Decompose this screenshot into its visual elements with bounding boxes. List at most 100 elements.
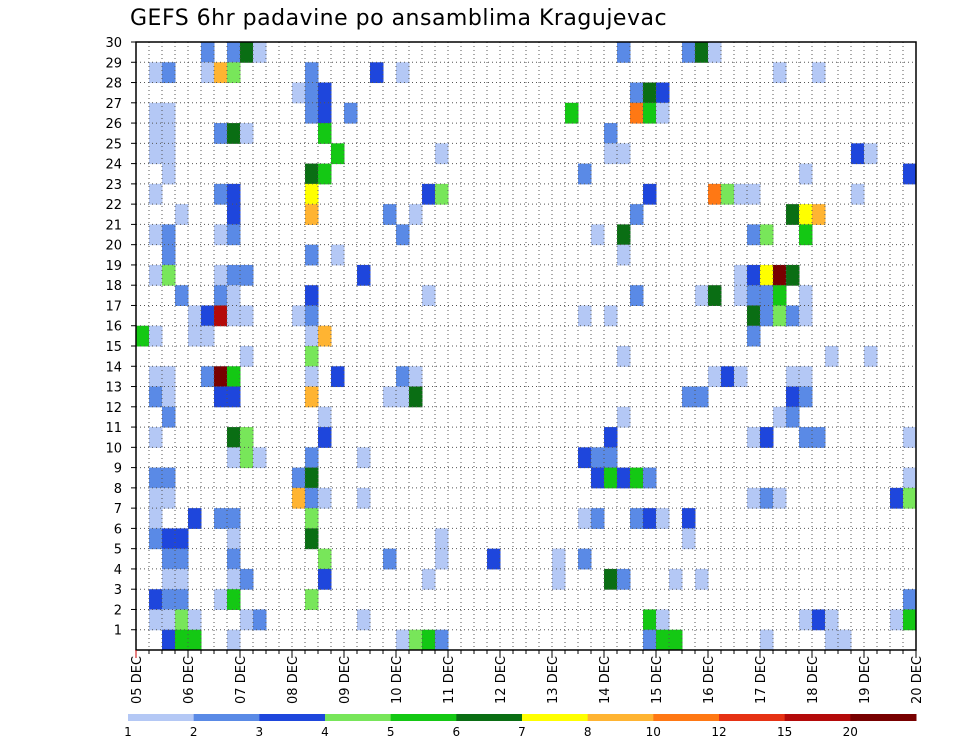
- heatmap-cell: [760, 629, 774, 651]
- colorbar-label: 2: [190, 725, 198, 739]
- heatmap-cell: [227, 123, 241, 144]
- y-tick-label: 27: [105, 97, 122, 112]
- heatmap-cell: [305, 366, 319, 388]
- heatmap-cell: [747, 264, 761, 286]
- heatmap-cell: [227, 305, 241, 327]
- heatmap-cell: [292, 487, 306, 509]
- heatmap-cell: [188, 325, 202, 347]
- x-tick-label: 16 DEC: [702, 656, 717, 704]
- heatmap-cell: [799, 427, 813, 448]
- heatmap-cell: [149, 123, 163, 144]
- heatmap-cell: [760, 264, 774, 286]
- heatmap-cell: [422, 183, 436, 205]
- x-tick-label: 12 DEC: [494, 656, 509, 704]
- heatmap-cell: [682, 528, 696, 550]
- heatmap-cell: [669, 629, 683, 651]
- heatmap-cell: [214, 62, 228, 84]
- heatmap-cell: [773, 487, 787, 509]
- heatmap-cell: [162, 609, 176, 631]
- heatmap-cell: [669, 568, 683, 590]
- heatmap-cell: [175, 528, 189, 550]
- heatmap-cell: [136, 325, 150, 347]
- x-tick-label: 18 DEC: [806, 656, 821, 704]
- heatmap-cell: [903, 467, 917, 489]
- heatmap-cell: [305, 102, 319, 124]
- heatmap-cell: [786, 386, 800, 408]
- heatmap-cell: [643, 629, 657, 651]
- y-tick-label: 3: [114, 583, 122, 598]
- colorbar-label: 4: [321, 725, 329, 739]
- heatmap-cell: [162, 487, 176, 509]
- heatmap-cell: [149, 609, 163, 631]
- heatmap-cell: [162, 386, 176, 408]
- heatmap-cell: [227, 42, 241, 63]
- heatmap-cell: [227, 528, 241, 550]
- heatmap-cell: [240, 447, 254, 469]
- heatmap-cell: [734, 366, 748, 388]
- heatmap-cell: [903, 427, 917, 448]
- heatmap-cell: [240, 42, 254, 63]
- heatmap-cell: [435, 629, 449, 651]
- heatmap-cell: [331, 366, 345, 388]
- y-tick-label: 21: [105, 218, 122, 233]
- heatmap-cell: [604, 427, 618, 448]
- heatmap-cell: [799, 366, 813, 388]
- colorbar-segment: [193, 714, 260, 721]
- y-tick-label: 30: [105, 36, 122, 51]
- x-tick-label: 13 DEC: [546, 656, 561, 704]
- heatmap-cell: [149, 366, 163, 388]
- y-tick-label: 26: [105, 117, 122, 132]
- heatmap-cell: [292, 305, 306, 327]
- y-tick-label: 1: [114, 624, 122, 639]
- heatmap-cell: [760, 285, 774, 306]
- heatmap-cell: [643, 82, 657, 104]
- heatmap-cell: [617, 568, 631, 590]
- colorbar-segment: [850, 714, 917, 721]
- heatmap-cell: [162, 366, 176, 388]
- y-tick-label: 10: [105, 441, 122, 456]
- heatmap-cell: [409, 366, 423, 388]
- colorbar-segment: [259, 714, 326, 721]
- x-tick-label: 15 DEC: [650, 656, 665, 704]
- heatmap-cell: [656, 629, 670, 651]
- heatmap-cell: [864, 143, 878, 165]
- heatmap-cell: [175, 285, 189, 306]
- heatmap-cell: [604, 143, 618, 165]
- heatmap-cell: [812, 62, 826, 84]
- heatmap-cell: [682, 508, 696, 529]
- heatmap-cell: [227, 629, 241, 651]
- heatmap-cell: [149, 264, 163, 286]
- heatmap-cell: [760, 224, 774, 246]
- heatmap-cell: [552, 548, 566, 570]
- heatmap-cell: [799, 224, 813, 246]
- heatmap-cell: [643, 508, 657, 529]
- heatmap-cell: [435, 548, 449, 570]
- heatmap-cell: [318, 163, 332, 185]
- heatmap-cell: [656, 82, 670, 104]
- heatmap-cell: [838, 629, 852, 651]
- heatmap-cell: [214, 366, 228, 388]
- heatmap-cell: [604, 447, 618, 469]
- heatmap-cell: [396, 366, 410, 388]
- heatmap-cell: [422, 629, 436, 651]
- heatmap-cell: [188, 508, 202, 529]
- heatmap-cell: [903, 487, 917, 509]
- heatmap-cell: [487, 548, 501, 570]
- heatmap-cell: [643, 183, 657, 205]
- heatmap-cell: [903, 163, 917, 185]
- heatmap-cell: [240, 305, 254, 327]
- heatmap-cell: [786, 406, 800, 428]
- heatmap-cell: [578, 548, 592, 570]
- y-tick-label: 5: [114, 543, 122, 558]
- heatmap-cell: [799, 204, 813, 225]
- heatmap-cell: [903, 609, 917, 631]
- heatmap-cell: [591, 508, 605, 529]
- x-tick-label: 20 DEC: [910, 656, 925, 704]
- heatmap-cell: [214, 224, 228, 246]
- heatmap-cell: [591, 467, 605, 489]
- heatmap-cell: [305, 285, 319, 306]
- heatmap-cell: [890, 609, 904, 631]
- colorbar-label: 6: [452, 725, 460, 739]
- heatmap-cell: [149, 589, 163, 610]
- heatmap-cell: [799, 386, 813, 408]
